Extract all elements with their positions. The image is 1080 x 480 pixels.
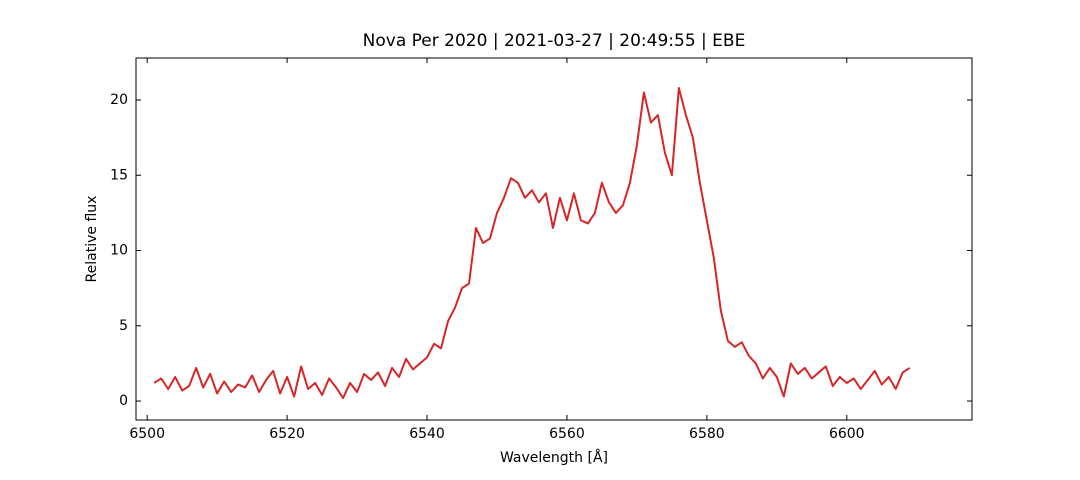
line-series xyxy=(153,86,911,400)
x-tick-label: 6500 xyxy=(129,426,165,442)
x-tick-label: 6580 xyxy=(689,426,725,442)
x-axis-label: Wavelength [Å] xyxy=(500,449,608,466)
y-tick-label: 5 xyxy=(119,318,128,334)
x-tick-label: 6560 xyxy=(549,426,585,442)
y-tick-label: 0 xyxy=(119,393,128,409)
y-tick-label: 15 xyxy=(110,167,128,183)
chart-title: Nova Per 2020 | 2021-03-27 | 20:49:55 | … xyxy=(363,31,746,51)
y-tick-label: 10 xyxy=(110,243,128,259)
y-tick-label: 20 xyxy=(110,92,128,108)
x-tick-label: 6600 xyxy=(829,426,865,442)
y-axis-label: Relative flux xyxy=(84,196,100,283)
x-tick-label: 6540 xyxy=(409,426,445,442)
plot-frame xyxy=(135,57,973,421)
x-tick-label: 6520 xyxy=(269,426,305,442)
